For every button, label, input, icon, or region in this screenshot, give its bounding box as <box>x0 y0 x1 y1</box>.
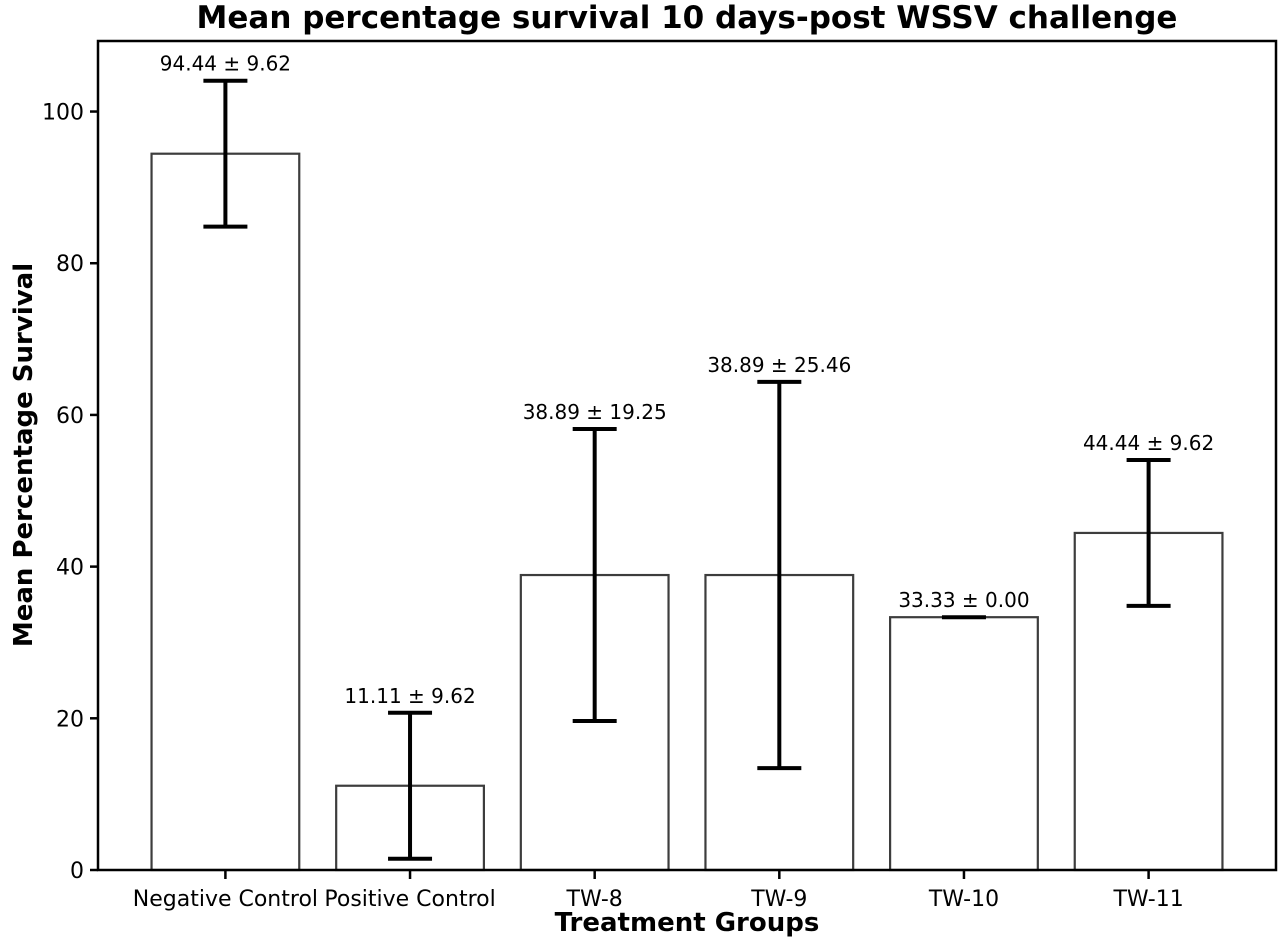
bar-tw-10 <box>889 616 1039 872</box>
bar-value-label-negative-control: 94.44 ± 9.62 <box>160 52 291 76</box>
bar-value-label-tw-9: 38.89 ± 25.46 <box>707 353 851 377</box>
bar-value-label-tw-8: 38.89 ± 19.25 <box>523 400 667 424</box>
y-tick-label: 40 <box>56 556 84 581</box>
chart-title: Mean percentage survival 10 days-post WS… <box>196 0 1178 36</box>
bar-negative-control <box>150 152 301 872</box>
x-tick-label-positive-control: Positive Control <box>324 887 495 912</box>
y-tick-label: 20 <box>56 707 84 732</box>
x-tick-label-tw-11: TW-11 <box>1112 887 1183 912</box>
y-tick-label: 60 <box>56 404 84 429</box>
x-tick-label-tw-8: TW-8 <box>566 887 623 912</box>
bar-value-label-tw-10: 33.33 ± 0.00 <box>898 588 1029 612</box>
x-tick-label-negative-control: Negative Control <box>133 887 318 912</box>
bar-value-label-positive-control: 11.11 ± 9.62 <box>344 684 475 708</box>
y-tick-label: 100 <box>42 101 84 126</box>
y-tick-label: 80 <box>56 252 84 277</box>
bar-value-label-tw-11: 44.44 ± 9.62 <box>1083 431 1214 455</box>
x-tick-label-tw-9: TW-9 <box>750 887 807 912</box>
y-tick-label: 0 <box>70 859 84 884</box>
plot-frame <box>96 39 1278 872</box>
x-axis-label: Treatment Groups <box>554 908 820 938</box>
x-tick-label-tw-10: TW-10 <box>928 887 999 912</box>
